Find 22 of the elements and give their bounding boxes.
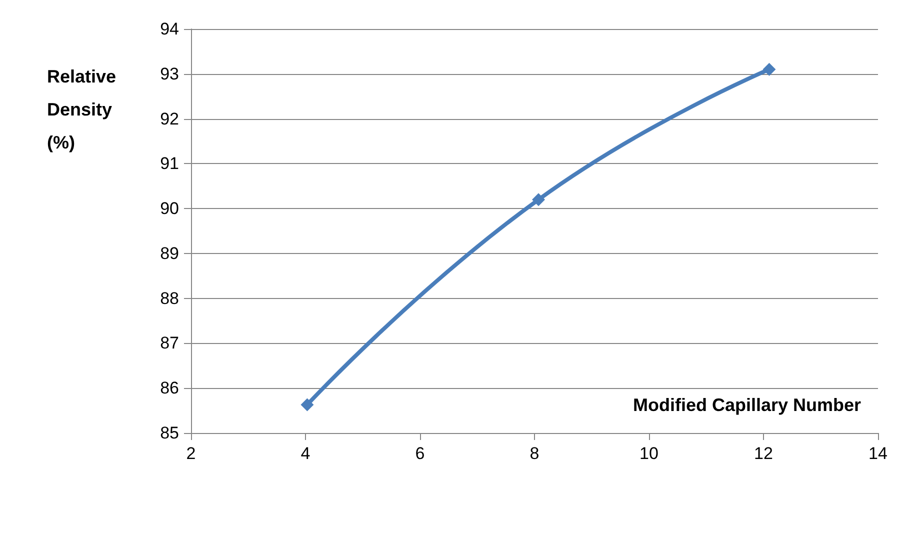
y-tick-label: 93 <box>160 64 179 84</box>
y-tick-label: 86 <box>160 378 179 398</box>
x-tick-label: 6 <box>415 444 425 463</box>
x-tick-label: 10 <box>640 444 658 463</box>
x-axis-title: Modified Capillary Number <box>632 395 862 415</box>
x-tick-label: 2 <box>186 444 196 463</box>
y-tick-label: 90 <box>160 199 179 218</box>
y-tick-label: 92 <box>160 109 179 128</box>
y-tick-label: 87 <box>160 334 179 353</box>
y-tick-label: 85 <box>160 424 179 442</box>
x-tick-label: 4 <box>300 444 310 463</box>
point <box>762 62 776 76</box>
x-tick-label: 12 <box>754 444 773 463</box>
y-tick-label: 88 <box>160 288 179 308</box>
x-tick-label: 14 <box>868 444 888 463</box>
y-tick-label: 94 <box>160 20 179 38</box>
y-tick-label: 89 <box>160 244 179 263</box>
point <box>300 398 314 412</box>
point <box>532 193 546 206</box>
x-tick-label: 8 <box>530 444 540 463</box>
y-axis-title: Relative Density (%) <box>47 66 116 152</box>
y-tick-label: 91 <box>160 154 179 174</box>
